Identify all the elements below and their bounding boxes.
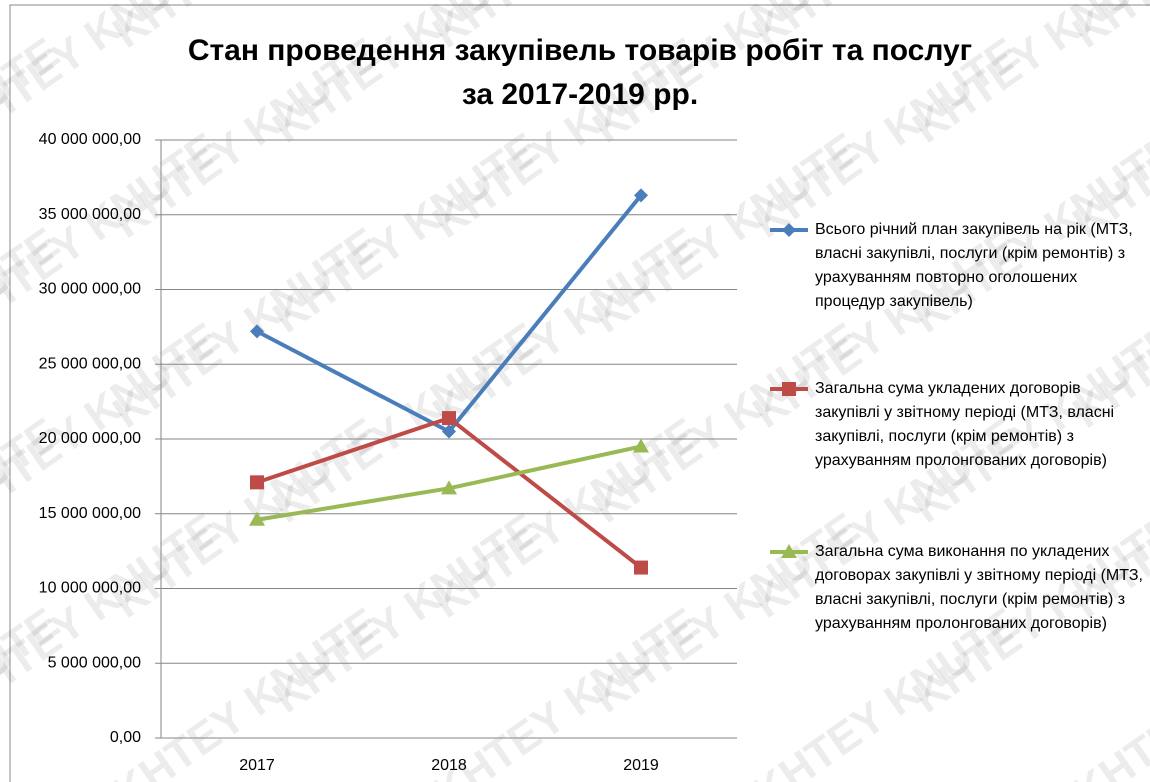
point xyxy=(633,438,649,453)
legend-marker xyxy=(782,223,796,237)
y-tick-label: 0,00 xyxy=(110,729,141,746)
legend-marker xyxy=(781,544,797,558)
y-tick-label: 35 000 000,00 xyxy=(39,206,141,223)
y-tick-label: 20 000 000,00 xyxy=(39,430,141,447)
y-tick-label: 25 000 000,00 xyxy=(39,355,141,372)
y-tick-label: 15 000 000,00 xyxy=(39,505,141,522)
point xyxy=(250,475,264,490)
y-tick-label: 10 000 000,00 xyxy=(39,580,141,597)
x-tick-label: 2019 xyxy=(623,757,659,774)
x-tick-label: 2017 xyxy=(239,757,275,774)
y-tick-label: 5 000 000,00 xyxy=(48,654,142,671)
y-tick-label: 40 000 000,00 xyxy=(39,131,141,148)
point xyxy=(442,424,456,439)
point xyxy=(250,324,264,339)
chart-title: Стан проведення закупівель товарів робіт… xyxy=(188,34,972,67)
legend-marker xyxy=(782,382,796,396)
watermark: KHTEY KNUTE xyxy=(104,599,388,782)
watermark: KHTEY KNUTE xyxy=(424,599,708,782)
legend-entry: Загальна сума укладених договорів закупі… xyxy=(815,380,1115,469)
point xyxy=(441,480,457,495)
legend-entry: Всього річний план закупівель на рік (МТ… xyxy=(815,221,1133,310)
chart-frame xyxy=(9,4,1150,782)
point xyxy=(634,560,648,575)
x-tick-label: 2018 xyxy=(431,757,467,774)
y-tick-label: 30 000 000,00 xyxy=(39,281,141,298)
point xyxy=(634,188,648,203)
point xyxy=(249,511,265,526)
legend-entry: Загальна сума виконання по укладених дог… xyxy=(815,543,1143,632)
chart-subtitle: за 2017-2019 рр. xyxy=(462,78,698,111)
point xyxy=(442,411,456,426)
